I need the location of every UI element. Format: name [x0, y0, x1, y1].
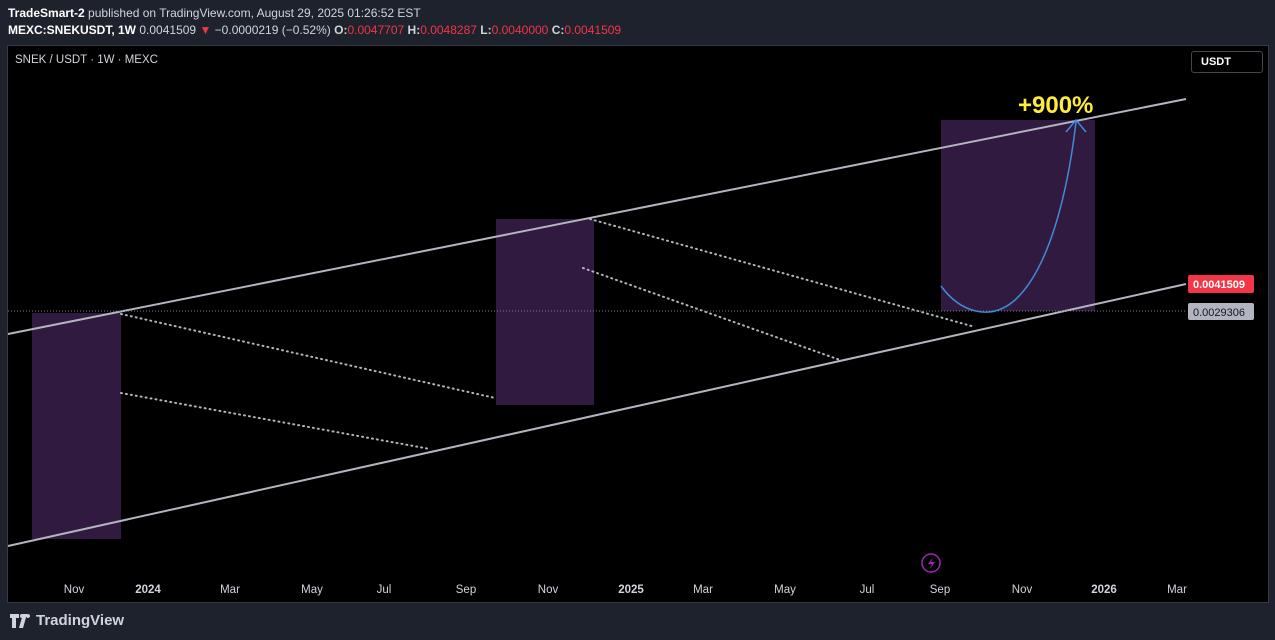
wedge-line-2 [120, 392, 431, 450]
current-price-tag [1188, 275, 1254, 293]
lightning-icon [928, 557, 935, 570]
tradingview-logo[interactable]: TradingView [10, 612, 124, 629]
currency-button[interactable]: USDT [1191, 51, 1263, 73]
x-tick-label: Jul [377, 584, 392, 596]
current-price-label: 0.0041509 [1193, 279, 1245, 291]
highlight-zone-2 [496, 219, 594, 405]
change-arrow: ▼ [199, 23, 212, 37]
publisher-name[interactable]: TradeSmart-2 [8, 6, 85, 20]
wedge-line-4 [582, 267, 841, 361]
target-annotation: +900% [1018, 92, 1093, 119]
x-tick-label: 2025 [618, 584, 644, 596]
x-tick-label: May [774, 584, 796, 596]
last-price: 0.0041509 [139, 23, 197, 37]
x-tick-label: Mar [693, 584, 713, 596]
reference-price-label: 0.0029306 [1193, 307, 1245, 319]
publish-line: TradeSmart-2 published on TradingView.co… [8, 5, 621, 22]
x-tick-label: Mar [220, 584, 240, 596]
x-tick-label: Jul [860, 584, 875, 596]
x-tick-label: Sep [930, 584, 950, 596]
high-label: H: [407, 23, 421, 37]
channel-lower-line [7, 283, 1187, 547]
projection-arrowhead [1065, 118, 1087, 133]
x-tick-label: 2024 [135, 584, 161, 596]
x-tick-label: Nov [64, 584, 85, 596]
symbol-interval: MEXC:SNEKUSDT, 1W [8, 23, 137, 37]
price-change: −0.0000219 (−0.52%) [214, 23, 331, 37]
publish-header: TradeSmart-2 published on TradingView.co… [8, 5, 621, 39]
brand-name: TradingView [36, 612, 125, 629]
wedge-line-1 [120, 313, 496, 399]
x-tick-label: Nov [1012, 584, 1033, 596]
x-tick-label: 2026 [1091, 584, 1117, 596]
open-value: 0.0047707 [347, 23, 405, 37]
x-tick-label: Mar [1167, 584, 1187, 596]
channel-upper-line [7, 98, 1187, 335]
x-tick-label: Sep [456, 584, 476, 596]
wedge-line-3 [589, 218, 976, 328]
high-value: 0.0048287 [420, 23, 477, 37]
close-value: 0.0041509 [564, 23, 622, 37]
projection-path [940, 121, 1077, 313]
open-label: O: [334, 23, 348, 37]
low-label: L: [480, 23, 492, 37]
x-tick-label: Nov [538, 584, 559, 596]
events-icon [921, 553, 941, 573]
close-label: C: [551, 23, 565, 37]
low-value: 0.0040000 [491, 23, 549, 37]
x-tick-label: May [301, 584, 323, 596]
publish-info: published on TradingView.com, August 29,… [88, 6, 421, 20]
symbol-title: SNEK / USDT · 1W · MEXC [15, 54, 158, 66]
ohlc-line: MEXC:SNEKUSDT, 1W 0.0041509 ▼ −0.0000219… [8, 22, 621, 39]
highlight-zone-3 [941, 120, 1095, 311]
tradingview-icon [10, 613, 31, 628]
highlight-zone-1 [32, 313, 121, 539]
reference-price-tag [1188, 303, 1254, 320]
